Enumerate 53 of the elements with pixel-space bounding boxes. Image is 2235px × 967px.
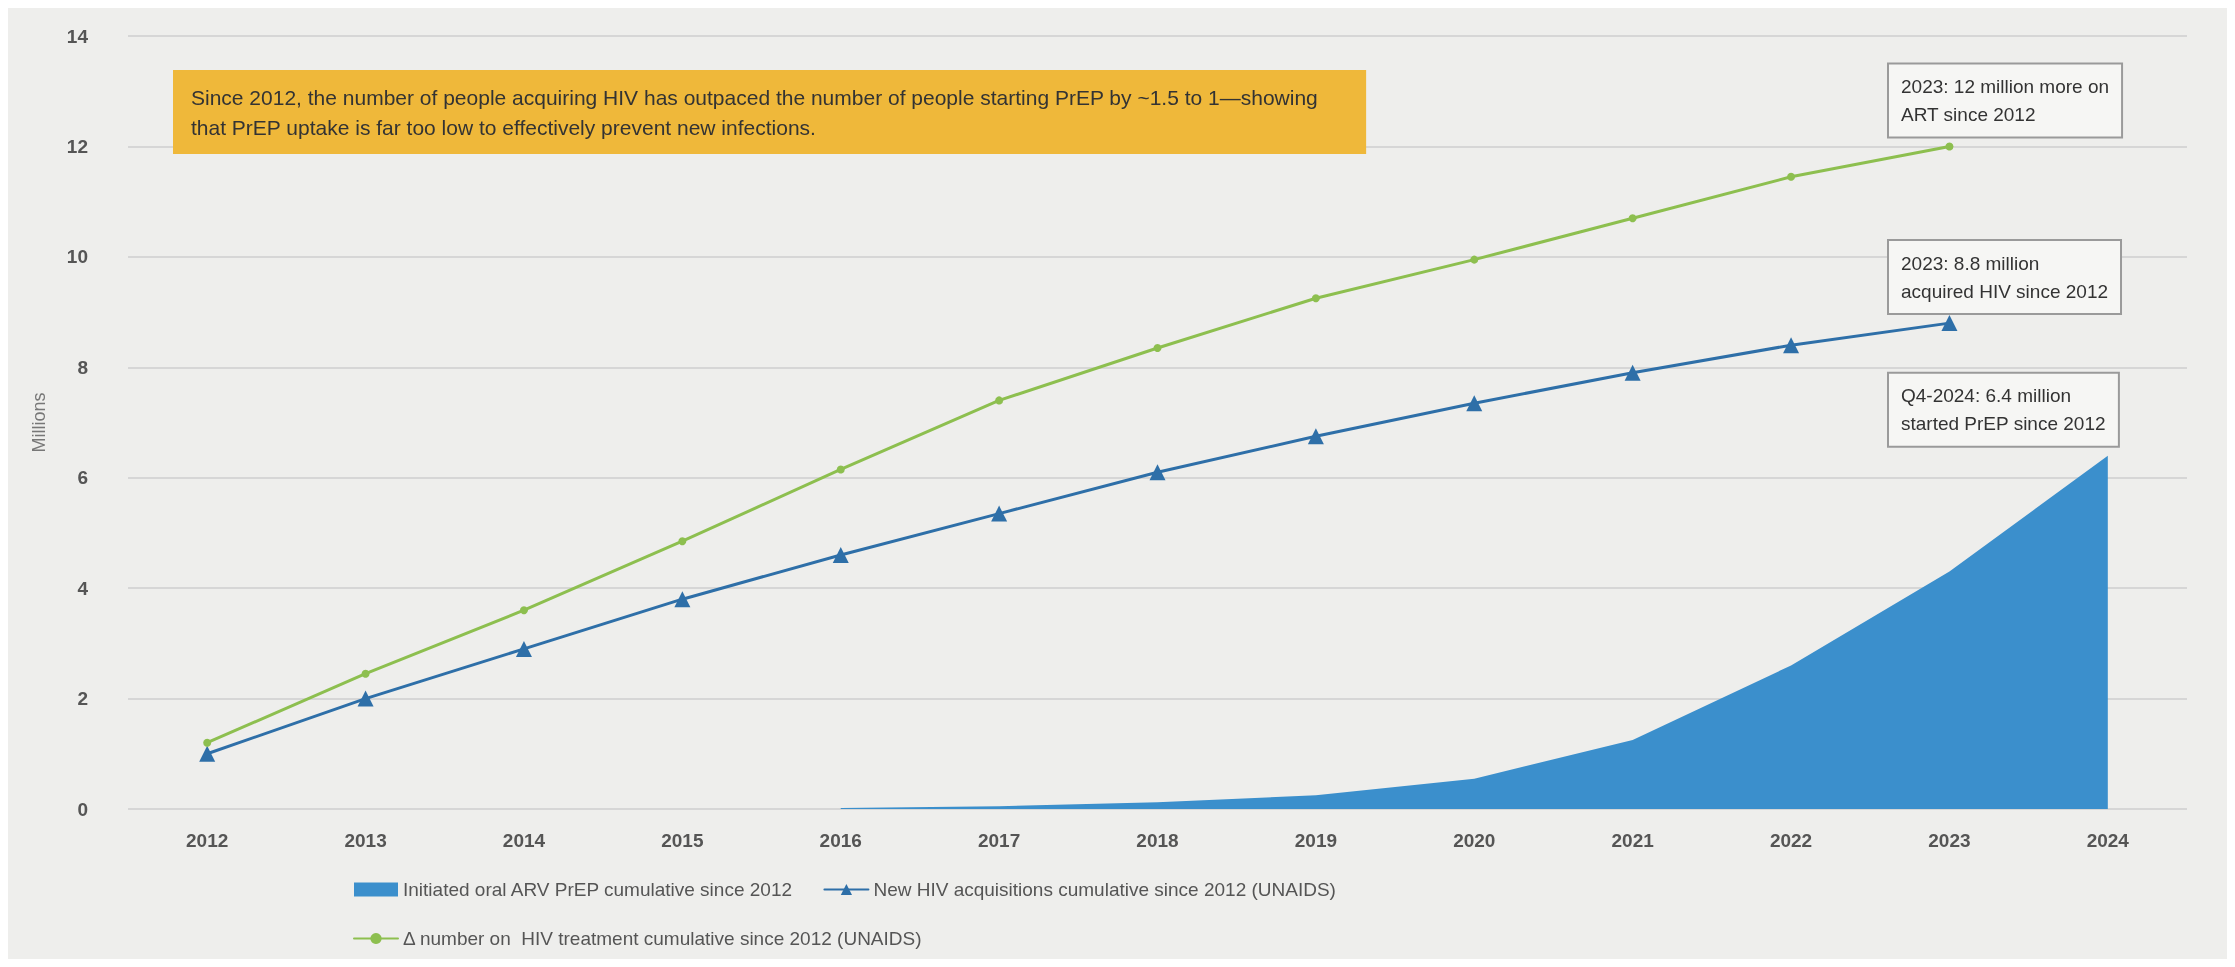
x-tick-label: 2014 — [502, 830, 546, 851]
y-tick-label: 10 — [66, 246, 88, 268]
annotation: Q4-2024: 6.4 million started PrEP since 2012 — [1901, 385, 2106, 435]
point — [1311, 294, 1320, 303]
x-tick-label: 2020 — [1453, 830, 1496, 851]
point — [1466, 395, 1483, 412]
x-tick-label: 2017 — [977, 830, 1021, 851]
y-tick-label: 12 — [66, 135, 88, 157]
point — [519, 606, 528, 615]
point — [1307, 428, 1324, 445]
y-tick-label: 6 — [77, 467, 88, 489]
legend-label: New HIV acquisitions cumulative since 2012 (UNAIDS) — [873, 879, 1336, 900]
point — [199, 745, 216, 762]
x-tick-label: 2023 — [1928, 830, 1971, 851]
point — [1787, 172, 1796, 181]
point — [832, 547, 849, 564]
x-tick-label: 2018 — [1136, 830, 1179, 851]
y-axis-title: Millions — [29, 392, 49, 453]
point — [1945, 142, 1954, 151]
point — [357, 690, 374, 707]
point — [203, 738, 212, 747]
point — [674, 591, 691, 608]
x-tick-label: 2012 — [186, 830, 229, 851]
point — [995, 396, 1004, 405]
x-tick-label: 2024 — [2086, 830, 2130, 851]
y-tick-label: 0 — [77, 798, 88, 820]
point — [1783, 337, 1800, 354]
point — [515, 640, 532, 657]
point — [1153, 343, 1162, 352]
x-tick-label: 2022 — [1769, 830, 1813, 851]
point — [1941, 315, 1958, 332]
x-tick-label: 2016 — [819, 830, 862, 851]
annotation: 2023: 8.8 million acquired HIV since 2012 — [1901, 252, 2109, 302]
point — [1624, 364, 1641, 381]
legend-label: Δ number on HIV treatment cumulative since 2012 (UNAIDS) — [403, 928, 922, 949]
point — [1470, 255, 1479, 264]
y-tick-label: 14 — [66, 25, 89, 47]
point — [991, 505, 1008, 522]
point — [1149, 464, 1166, 481]
point — [836, 465, 845, 474]
point — [678, 537, 687, 546]
x-tick-label: 2019 — [1294, 830, 1338, 851]
annotation: Since 2012, the number of people acquiring HIV has outpaced the number of people starting PrEP by ~1.5 to 1—showing that PrEP uptake is far too low to effectively prevent new infections. — [191, 85, 1318, 139]
point — [361, 669, 370, 678]
x-tick-label: 2015 — [661, 830, 704, 851]
y-tick-label: 4 — [77, 577, 89, 599]
legend-label: Initiated oral ARV PrEP cumulative since 2012 — [403, 879, 793, 900]
x-tick-label: 2013 — [344, 830, 387, 851]
y-tick-label: 8 — [77, 356, 88, 378]
point — [1628, 214, 1637, 223]
y-tick-label: 2 — [77, 688, 88, 710]
annotation: 2023: 12 million more on ART since 2012 — [1901, 75, 2110, 125]
x-tick-label: 2021 — [1611, 830, 1655, 851]
